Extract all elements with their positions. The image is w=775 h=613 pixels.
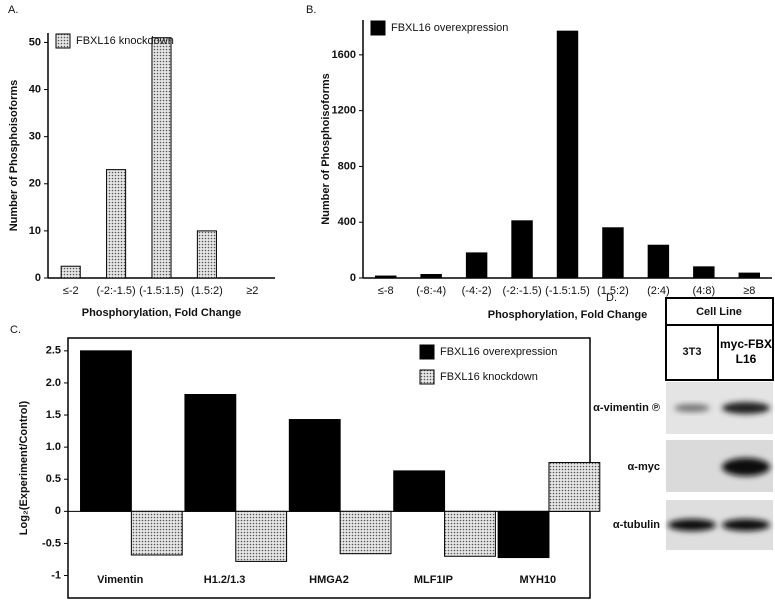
x-tick-label: (-1.5:1.5): [139, 285, 184, 297]
bar: [738, 272, 761, 279]
band: [722, 519, 770, 531]
y-axis-label: Number of Phosphoisoforms: [320, 73, 332, 225]
y-axis-label: Log₂(Experiment/Control): [18, 400, 30, 535]
y-tick-label: 1.0: [46, 441, 61, 453]
y-tick-label: -0.5: [42, 537, 61, 549]
y-tick-label: 0: [55, 505, 61, 517]
panel-label: B.: [306, 4, 316, 16]
x-tick-label: ≤-8: [378, 285, 394, 297]
blot-header: Cell Line: [696, 306, 742, 318]
x-tick-label: Vimentin: [97, 574, 144, 586]
legend-label: FBXL16 knockdown: [440, 371, 538, 383]
blot-header-box: [665, 297, 774, 381]
bar: [184, 393, 237, 512]
bar: [444, 510, 496, 557]
y-tick-label: 50: [29, 36, 41, 48]
x-tick-label: (-2:-1.5): [97, 285, 136, 297]
panel-label: D.: [606, 292, 617, 304]
panel-label: C.: [10, 324, 21, 336]
row-label: α-tubulin: [613, 519, 660, 531]
band: [674, 404, 710, 412]
y-tick-label: 1600: [332, 49, 356, 61]
x-tick-label: (-2:-1.5): [502, 285, 541, 297]
bar: [393, 470, 446, 512]
band: [668, 519, 716, 531]
y-tick-label: 0.5: [46, 473, 61, 485]
x-tick-label: ≤-2: [63, 285, 79, 297]
bar: [196, 230, 217, 279]
bar: [693, 266, 715, 279]
bar: [511, 220, 533, 279]
y-tick-label: 10: [29, 225, 41, 237]
y-tick-label: 1.5: [46, 409, 61, 421]
row-label: α-vimentin ℗: [593, 402, 660, 414]
x-tick-label: HMGA2: [309, 574, 349, 586]
x-tick-label: (4:8): [693, 285, 716, 297]
bar: [647, 244, 670, 279]
bar: [339, 510, 392, 555]
legend-swatch: [419, 369, 435, 385]
x-tick-label: (1.5:2): [191, 285, 223, 297]
y-tick-label: 800: [338, 160, 356, 172]
bar: [60, 265, 81, 279]
y-tick-label: 2.5: [46, 345, 61, 357]
bar: [288, 419, 341, 512]
x-tick-label: (-1.5:1.5): [545, 285, 590, 297]
legend-label: FBXL16 knockdown: [76, 35, 174, 47]
x-tick-label: (-4:-2): [462, 285, 492, 297]
bar: [602, 227, 624, 279]
column-label: myc-FBXL16: [719, 337, 772, 366]
bar: [130, 510, 183, 556]
bar: [497, 510, 550, 559]
bar: [556, 30, 579, 279]
band: [722, 402, 770, 414]
y-tick-label: 1200: [332, 105, 356, 117]
bar: [80, 350, 132, 512]
bar: [374, 275, 397, 279]
y-tick-label: 40: [29, 83, 41, 95]
bar: [420, 274, 442, 279]
bar: [235, 510, 288, 562]
x-tick-label: H1.2/1.3: [204, 574, 246, 586]
x-tick-label: ≥8: [743, 285, 755, 297]
bar: [151, 37, 172, 279]
y-tick-label: 400: [338, 216, 356, 228]
x-tick-label: MYH10: [519, 574, 556, 586]
y-tick-label: 20: [29, 178, 41, 190]
y-tick-label: 2.0: [46, 377, 61, 389]
legend-label: FBXL16 overexpression: [440, 346, 557, 358]
x-axis-label: Phosphorylation, Fold Change: [82, 307, 242, 319]
column-label-box: myc-FBXL16: [719, 337, 772, 366]
band: [722, 458, 770, 476]
x-axis-label: Phosphorylation, Fold Change: [488, 309, 648, 321]
bar: [106, 169, 127, 279]
y-axis-label: Number of Phosphoisoforms: [8, 80, 20, 232]
y-tick-label: 0: [35, 272, 41, 284]
blot-panel: D. Cell Line 3T3 myc-FBXL16 α-vimentin ℗…: [593, 292, 774, 550]
legend-swatch: [55, 33, 71, 49]
panel-label: A.: [8, 4, 18, 16]
y-tick-label: 0: [350, 272, 356, 284]
x-tick-label: ≥2: [246, 285, 258, 297]
legend-swatch: [419, 344, 435, 360]
x-tick-label: MLF1IP: [414, 574, 453, 586]
row-label: α-myc: [628, 461, 660, 473]
y-tick-label: 30: [29, 131, 41, 143]
y-tick-label: -1: [51, 569, 61, 581]
legend-label: FBXL16 overexpression: [391, 22, 508, 34]
x-tick-label: (-8:-4): [416, 285, 446, 297]
column-label: 3T3: [683, 346, 702, 358]
x-tick-label: (2:4): [647, 285, 670, 297]
x-tick-label: (1.5:2): [597, 285, 629, 297]
legend-swatch: [370, 20, 386, 36]
bar: [465, 252, 488, 279]
bar: [548, 462, 601, 512]
